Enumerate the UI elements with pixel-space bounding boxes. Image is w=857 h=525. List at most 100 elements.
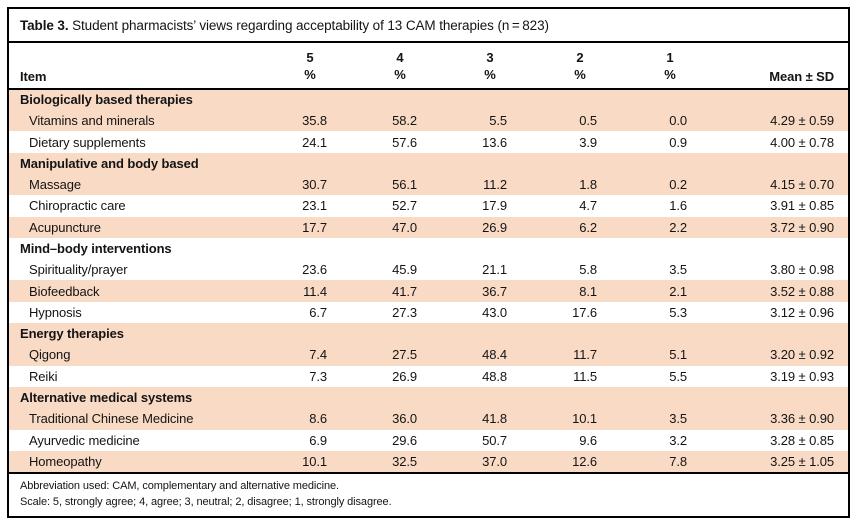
category-row: Biologically based therapies [9, 88, 848, 111]
percent-value-2: 10.1 [572, 411, 597, 427]
percent-value-1: 5.3 [669, 304, 687, 320]
table-row: Hypnosis 6.7 27.3 43.0 17.6 5.3 3.12 ± 0.96 [9, 302, 848, 323]
percent-value-3: 13.6 [482, 134, 507, 150]
rating-2-unit: % [574, 66, 586, 82]
therapy-label: Hypnosis [29, 304, 82, 320]
percent-value-5: 6.7 [309, 304, 327, 320]
percent-value-1: 3.5 [669, 262, 687, 278]
percent-value-3: 43.0 [482, 304, 507, 320]
cam-acceptability-table: Item 5% 4% 3% 2% 1% Mean ± SD Biolog [9, 43, 848, 473]
therapy-label: Biofeedback [29, 283, 100, 299]
therapy-label: Qigong [29, 347, 71, 363]
category-row: Energy therapies [9, 323, 848, 345]
percent-value-5: 7.3 [309, 368, 327, 384]
percent-value-2: 11.5 [573, 368, 597, 384]
table-row: Dietary supplements 24.1 57.6 13.6 3.9 0.9 4.0… [9, 131, 848, 152]
mean-sd-value: 3.25 ± 1.05 [770, 453, 834, 469]
percent-value-4: 32.5 [392, 453, 417, 469]
percent-value-4: 29.6 [392, 432, 417, 448]
percent-value-1: 0.9 [669, 134, 687, 150]
category-label: Alternative medical systems [20, 390, 193, 406]
percent-value-3: 17.9 [482, 198, 507, 214]
therapy-label: Acupuncture [29, 219, 101, 235]
percent-value-4: 41.7 [392, 283, 417, 299]
percent-value-1: 3.5 [669, 411, 687, 427]
percent-value-2: 0.5 [579, 113, 597, 129]
rating-3-label: 3 [486, 50, 494, 65]
mean-sd-value: 4.00 ± 0.78 [770, 134, 834, 150]
percent-value-2: 11.7 [573, 347, 597, 363]
percent-value-2: 4.7 [579, 198, 597, 214]
percent-value-5: 35.8 [302, 113, 327, 129]
rating-1-label: 1 [666, 50, 674, 65]
percent-value-4: 56.1 [392, 177, 417, 193]
percent-value-4: 45.9 [392, 262, 417, 278]
column-header-1: 1% [597, 43, 687, 90]
mean-sd-value: 3.36 ± 0.90 [770, 411, 834, 427]
percent-value-2: 17.6 [572, 304, 597, 320]
percent-value-1: 2.1 [669, 283, 687, 299]
percent-value-2: 6.2 [579, 219, 597, 235]
percent-value-1: 0.2 [669, 177, 687, 193]
therapy-label: Vitamins and minerals [29, 113, 155, 129]
percent-value-3: 21.1 [482, 262, 507, 278]
table-row: Spirituality/prayer 23.6 45.9 21.1 5.8 3.5 3.8… [9, 259, 848, 280]
percent-value-4: 47.0 [392, 219, 417, 235]
table-title-text: Student pharmacists’ views regarding acc… [68, 18, 549, 33]
percent-value-1: 0.0 [669, 113, 687, 129]
rating-4-unit: % [394, 66, 406, 82]
category-row: Mind–body interventions [9, 238, 848, 259]
mean-sd-value: 3.52 ± 0.88 [770, 283, 834, 299]
percent-value-3: 41.8 [482, 411, 507, 427]
percent-value-4: 57.6 [392, 134, 417, 150]
percent-value-3: 50.7 [482, 432, 507, 448]
header-row: Item 5% 4% 3% 2% 1% Mean ± SD [9, 43, 848, 90]
table-row: Vitamins and minerals 35.8 58.2 5.5 0.5 0.0 4.… [9, 110, 848, 132]
table-row: Traditional Chinese Medicine 8.6 36.0 41.8 1… [9, 408, 848, 430]
column-header-5: 5% [237, 43, 327, 90]
percent-value-2: 12.6 [572, 453, 597, 469]
percent-value-1: 5.5 [669, 368, 687, 384]
percent-value-3: 11.2 [483, 177, 507, 193]
rating-5-unit: % [304, 66, 316, 82]
therapy-label: Spirituality/prayer [29, 262, 128, 278]
rating-2-label: 2 [576, 50, 584, 65]
therapy-label: Reiki [29, 368, 58, 384]
mean-sd-value: 3.72 ± 0.90 [770, 219, 834, 235]
column-header-2: 2% [507, 43, 597, 90]
percent-value-3: 5.5 [489, 113, 507, 129]
percent-value-5: 6.9 [309, 432, 327, 448]
rating-3-unit: % [484, 66, 496, 82]
percent-value-1: 1.6 [669, 198, 687, 214]
table-body: Biologically based therapies Vitamins and… [9, 88, 848, 473]
mean-sd-value: 3.28 ± 0.85 [770, 432, 834, 448]
category-label: Manipulative and body based [20, 155, 199, 171]
percent-value-3: 26.9 [482, 219, 507, 235]
percent-value-1: 7.8 [669, 453, 687, 469]
percent-value-5: 30.7 [302, 177, 327, 193]
therapy-label: Chiropractic care [29, 198, 126, 214]
table-row: Reiki 7.3 26.9 48.8 11.5 5.5 3.19 ± 0.93 [9, 366, 848, 387]
percent-value-3: 48.8 [482, 368, 507, 384]
rating-1-unit: % [664, 66, 676, 82]
mean-sd-value: 3.19 ± 0.93 [770, 368, 834, 384]
percent-value-4: 58.2 [392, 113, 417, 129]
table-row: Biofeedback 11.4 41.7 36.7 8.1 2.1 3.52 ± 0.88 [9, 280, 848, 302]
percent-value-2: 3.9 [579, 134, 597, 150]
percent-value-1: 5.1 [669, 347, 687, 363]
category-row: Alternative medical systems [9, 386, 848, 409]
column-header-4: 4% [327, 43, 417, 90]
table-row: Massage 30.7 56.1 11.2 1.8 0.2 4.15 ± 0.70 [9, 173, 848, 196]
percent-value-1: 2.2 [669, 219, 687, 235]
table-footnotes: Abbreviation used: CAM, complementary an… [9, 472, 848, 516]
table-row: Homeopathy 10.1 32.5 37.0 12.6 7.8 3.25 ± 1.05 [9, 450, 848, 473]
percent-value-3: 48.4 [482, 347, 507, 363]
percent-value-2: 5.8 [579, 262, 597, 278]
percent-value-4: 27.3 [392, 304, 417, 320]
therapy-label: Massage [29, 177, 82, 193]
therapy-label: Dietary supplements [29, 134, 146, 150]
category-row: Manipulative and body based [9, 152, 848, 174]
therapy-label: Traditional Chinese Medicine [29, 411, 194, 427]
mean-sd-value: 3.80 ± 0.98 [770, 262, 834, 278]
percent-value-2: 8.1 [579, 283, 597, 299]
